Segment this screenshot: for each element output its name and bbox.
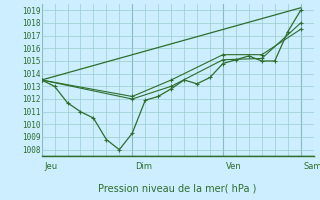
Text: Jeu: Jeu: [44, 162, 57, 171]
Text: Pression niveau de la mer( hPa ): Pression niveau de la mer( hPa ): [99, 183, 257, 193]
Text: Sam: Sam: [303, 162, 320, 171]
Text: Ven: Ven: [226, 162, 241, 171]
Text: Dim: Dim: [135, 162, 152, 171]
